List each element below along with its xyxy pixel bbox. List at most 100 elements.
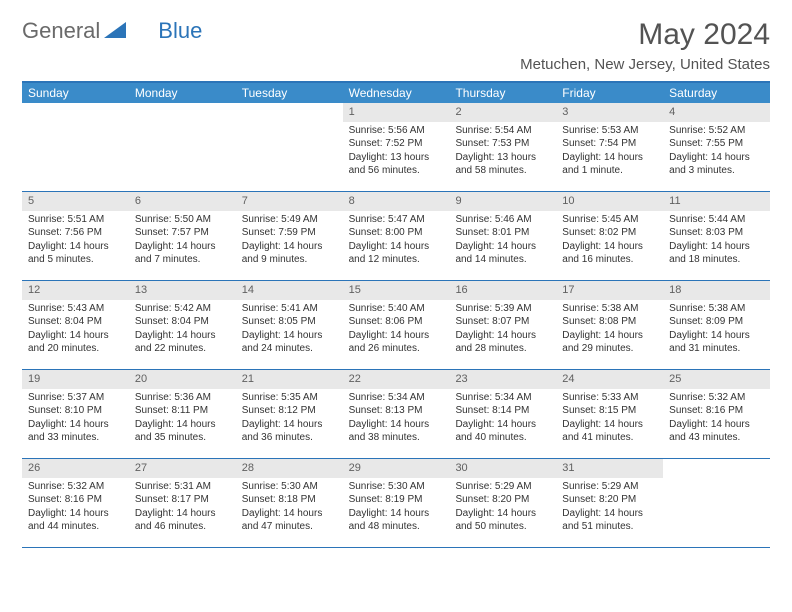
- sunset-text: Sunset: 7:55 PM: [669, 137, 764, 151]
- sunrise-text: Sunrise: 5:33 AM: [562, 391, 657, 405]
- day-body: Sunrise: 5:30 AMSunset: 8:18 PMDaylight:…: [236, 480, 343, 538]
- sunset-text: Sunset: 8:16 PM: [28, 493, 123, 507]
- sunrise-text: Sunrise: 5:50 AM: [135, 213, 230, 227]
- sunrise-text: Sunrise: 5:46 AM: [455, 213, 550, 227]
- weekday-header-cell: Wednesday: [343, 83, 450, 103]
- day-number: 1: [343, 103, 450, 122]
- sunrise-text: Sunrise: 5:38 AM: [669, 302, 764, 316]
- week-row: 26Sunrise: 5:32 AMSunset: 8:16 PMDayligh…: [22, 459, 770, 548]
- sunrise-text: Sunrise: 5:49 AM: [242, 213, 337, 227]
- daylight-text: Daylight: 14 hours and 7 minutes.: [135, 240, 230, 267]
- sunset-text: Sunset: 8:09 PM: [669, 315, 764, 329]
- sunset-text: Sunset: 8:16 PM: [669, 404, 764, 418]
- sunset-text: Sunset: 8:11 PM: [135, 404, 230, 418]
- day-body: Sunrise: 5:47 AMSunset: 8:00 PMDaylight:…: [343, 213, 450, 271]
- day-cell: 6Sunrise: 5:50 AMSunset: 7:57 PMDaylight…: [129, 192, 236, 280]
- day-body: Sunrise: 5:35 AMSunset: 8:12 PMDaylight:…: [236, 391, 343, 449]
- sunset-text: Sunset: 8:01 PM: [455, 226, 550, 240]
- logo: General Blue: [22, 18, 202, 44]
- sunrise-text: Sunrise: 5:32 AM: [669, 391, 764, 405]
- daylight-text: Daylight: 14 hours and 36 minutes.: [242, 418, 337, 445]
- day-number: 10: [556, 192, 663, 211]
- sunset-text: Sunset: 8:20 PM: [455, 493, 550, 507]
- day-body: Sunrise: 5:42 AMSunset: 8:04 PMDaylight:…: [129, 302, 236, 360]
- day-number: 7: [236, 192, 343, 211]
- day-body: Sunrise: 5:41 AMSunset: 8:05 PMDaylight:…: [236, 302, 343, 360]
- day-body: Sunrise: 5:34 AMSunset: 8:14 PMDaylight:…: [449, 391, 556, 449]
- day-number: 23: [449, 370, 556, 389]
- day-cell: 19 Sunrise: 5:37 AMSunset: 8:10 PMDayligh…: [22, 370, 129, 458]
- day-cell: 23 Sunrise: 5:34 AMSunset: 8:14 PMDayligh…: [449, 370, 556, 458]
- day-number: 5: [22, 192, 129, 211]
- sunset-text: Sunset: 8:08 PM: [562, 315, 657, 329]
- sunrise-text: Sunrise: 5:39 AM: [455, 302, 550, 316]
- sunrise-text: Sunrise: 5:53 AM: [562, 124, 657, 138]
- logo-triangle-icon: [104, 22, 126, 43]
- day-number: [22, 103, 129, 122]
- day-cell: 29Sunrise: 5:30 AMSunset: 8:19 PMDayligh…: [343, 459, 450, 547]
- day-body: Sunrise: 5:37 AMSunset: 8:10 PMDaylight:…: [22, 391, 129, 449]
- week-row: 5Sunrise: 5:51 AMSunset: 7:56 PMDaylight…: [22, 192, 770, 281]
- calendar: SundayMondayTuesdayWednesdayThursdayFrid…: [22, 81, 770, 548]
- day-number: 20: [129, 370, 236, 389]
- weekday-header-cell: Monday: [129, 83, 236, 103]
- sunset-text: Sunset: 8:14 PM: [455, 404, 550, 418]
- day-body: Sunrise: 5:32 AMSunset: 8:16 PMDaylight:…: [663, 391, 770, 449]
- sunset-text: Sunset: 7:54 PM: [562, 137, 657, 151]
- sunset-text: Sunset: 8:06 PM: [349, 315, 444, 329]
- day-cell: 4Sunrise: 5:52 AMSunset: 7:55 PMDaylight…: [663, 103, 770, 191]
- sunset-text: Sunset: 8:17 PM: [135, 493, 230, 507]
- daylight-text: Daylight: 14 hours and 28 minutes.: [455, 329, 550, 356]
- day-number: [129, 103, 236, 122]
- day-cell: 25Sunrise: 5:32 AMSunset: 8:16 PMDayligh…: [663, 370, 770, 458]
- daylight-text: Daylight: 14 hours and 48 minutes.: [349, 507, 444, 534]
- logo-text-2: Blue: [158, 18, 202, 44]
- daylight-text: Daylight: 14 hours and 14 minutes.: [455, 240, 550, 267]
- sunset-text: Sunset: 7:52 PM: [349, 137, 444, 151]
- day-number: 9: [449, 192, 556, 211]
- sunset-text: Sunset: 8:18 PM: [242, 493, 337, 507]
- day-cell: 9 Sunrise: 5:46 AMSunset: 8:01 PMDaylight…: [449, 192, 556, 280]
- day-number: 11: [663, 192, 770, 211]
- daylight-text: Daylight: 13 hours and 58 minutes.: [455, 151, 550, 178]
- daylight-text: Daylight: 14 hours and 29 minutes.: [562, 329, 657, 356]
- day-body: Sunrise: 5:54 AMSunset: 7:53 PMDaylight:…: [449, 124, 556, 182]
- daylight-text: Daylight: 13 hours and 56 minutes.: [349, 151, 444, 178]
- sunrise-text: Sunrise: 5:31 AM: [135, 480, 230, 494]
- sunrise-text: Sunrise: 5:36 AM: [135, 391, 230, 405]
- day-cell: 18Sunrise: 5:38 AMSunset: 8:09 PMDayligh…: [663, 281, 770, 369]
- day-cell: 27Sunrise: 5:31 AMSunset: 8:17 PMDayligh…: [129, 459, 236, 547]
- daylight-text: Daylight: 14 hours and 24 minutes.: [242, 329, 337, 356]
- day-number: 16: [449, 281, 556, 300]
- sunset-text: Sunset: 8:05 PM: [242, 315, 337, 329]
- day-body: Sunrise: 5:40 AMSunset: 8:06 PMDaylight:…: [343, 302, 450, 360]
- day-number: 3: [556, 103, 663, 122]
- sunrise-text: Sunrise: 5:47 AM: [349, 213, 444, 227]
- weekday-header: SundayMondayTuesdayWednesdayThursdayFrid…: [22, 83, 770, 103]
- day-cell: 5Sunrise: 5:51 AMSunset: 7:56 PMDaylight…: [22, 192, 129, 280]
- day-cell: 28Sunrise: 5:30 AMSunset: 8:18 PMDayligh…: [236, 459, 343, 547]
- daylight-text: Daylight: 14 hours and 50 minutes.: [455, 507, 550, 534]
- daylight-text: Daylight: 14 hours and 43 minutes.: [669, 418, 764, 445]
- day-body: Sunrise: 5:38 AMSunset: 8:09 PMDaylight:…: [663, 302, 770, 360]
- daylight-text: Daylight: 14 hours and 44 minutes.: [28, 507, 123, 534]
- day-number: 22: [343, 370, 450, 389]
- day-body: Sunrise: 5:49 AMSunset: 7:59 PMDaylight:…: [236, 213, 343, 271]
- sunset-text: Sunset: 8:13 PM: [349, 404, 444, 418]
- daylight-text: Daylight: 14 hours and 47 minutes.: [242, 507, 337, 534]
- day-number: 13: [129, 281, 236, 300]
- sunrise-text: Sunrise: 5:44 AM: [669, 213, 764, 227]
- day-number: 19: [22, 370, 129, 389]
- day-cell: 30Sunrise: 5:29 AMSunset: 8:20 PMDayligh…: [449, 459, 556, 547]
- day-body: Sunrise: 5:46 AMSunset: 8:01 PMDaylight:…: [449, 213, 556, 271]
- day-body: Sunrise: 5:33 AMSunset: 8:15 PMDaylight:…: [556, 391, 663, 449]
- sunrise-text: Sunrise: 5:32 AM: [28, 480, 123, 494]
- day-number: [236, 103, 343, 122]
- day-cell: [663, 459, 770, 547]
- daylight-text: Daylight: 14 hours and 16 minutes.: [562, 240, 657, 267]
- sunset-text: Sunset: 8:04 PM: [28, 315, 123, 329]
- daylight-text: Daylight: 14 hours and 9 minutes.: [242, 240, 337, 267]
- day-cell: 31Sunrise: 5:29 AMSunset: 8:20 PMDayligh…: [556, 459, 663, 547]
- day-body: Sunrise: 5:29 AMSunset: 8:20 PMDaylight:…: [556, 480, 663, 538]
- sunrise-text: Sunrise: 5:40 AM: [349, 302, 444, 316]
